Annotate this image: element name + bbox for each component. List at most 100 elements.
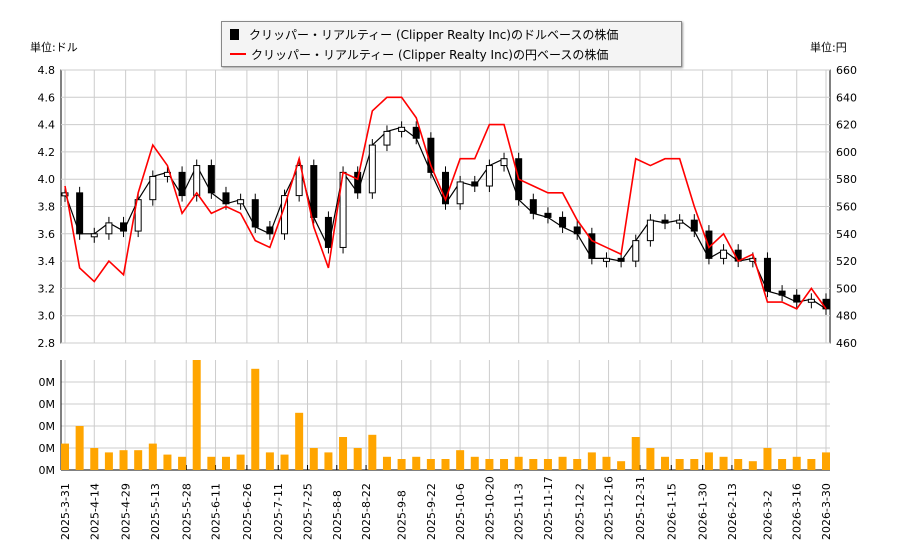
x-tick-label: 2025-6-26 [241,483,254,540]
usd-candle [368,144,376,194]
usd-candle [222,192,230,205]
volume-bar [763,448,772,470]
left-tick-label: 4.4 [38,119,56,132]
volume-bar [104,452,113,470]
usd-candle [193,165,201,197]
volume-bar [412,456,421,470]
volume-bar [704,452,713,470]
right-tick-label: 500 [836,282,857,295]
x-tick-label: 2025-10-20 [483,476,496,540]
right-tick-label: 620 [836,119,857,132]
usd-candle [500,158,508,167]
left-tick-label: 4.6 [38,91,56,104]
right-tick-label: 660 [836,64,857,77]
volume-tick-label: 0M [39,398,56,411]
right-tick-label: 580 [836,173,857,186]
left-tick-label: 4.0 [38,173,56,186]
right-tick-label: 520 [836,255,857,268]
volume-bar [690,459,699,470]
volume-tick-label: 0M [39,442,56,455]
x-tick-label: 2026-1-15 [665,483,678,540]
usd-candle [690,219,698,232]
usd-candle [632,240,640,262]
right-unit-label: 単位:円 [810,41,847,54]
volume-bar [734,459,743,470]
volume-bar [500,459,509,470]
usd-candle [266,226,274,235]
x-tick-label: 2025-5-28 [180,483,193,540]
left-tick-label: 2.8 [38,337,56,350]
volume-bar [543,459,552,470]
x-tick-label: 2025-11-3 [513,483,526,540]
usd-candle [76,192,84,235]
right-tick-label: 600 [836,146,857,159]
volume-bar [61,443,69,470]
x-tick-label: 2025-10-6 [454,483,467,540]
usd-candle [559,216,567,228]
usd-candle [807,298,815,303]
volume-bar [368,434,377,470]
x-tick-label: 2025-5-13 [149,483,162,540]
legend-swatch-red [230,53,246,55]
x-tick-label: 2026-2-13 [726,483,739,540]
usd-candle [793,294,801,303]
volume-bar [236,454,245,470]
volume-bar [265,452,274,470]
usd-candle [310,165,318,218]
left-tick-label: 3.4 [38,255,56,268]
usd-candle [471,181,479,187]
x-tick-label: 2026-1-30 [697,483,710,540]
usd-candle [544,212,552,218]
volume-bar [426,459,435,470]
legend-swatch-black [230,29,239,40]
x-tick-label: 2025-4-14 [88,483,101,540]
usd-candle [778,290,786,296]
usd-candle [237,199,245,205]
usd-candle [617,257,625,262]
usd-candle [90,233,98,238]
usd-candle [442,171,449,205]
volume-bar [353,448,362,470]
right-tick-label: 560 [836,201,857,214]
volume-bar [207,456,216,470]
left-tick-label: 4.2 [38,146,56,159]
volume-bar [602,456,611,470]
left-tick-label: 4.8 [38,64,56,77]
usd-candle [105,222,113,235]
volume-bar [90,448,99,470]
x-tick-label: 2025-8-22 [360,483,373,540]
usd-candle [485,165,493,187]
usd-candle [149,175,157,201]
volume-bar [514,456,523,470]
x-tick-label: 2025-7-11 [272,483,285,540]
x-tick-label: 2025-8-8 [331,490,344,540]
usd-candle [573,226,581,235]
x-tick-label: 2025-4-29 [120,483,133,540]
usd-candle [324,216,332,248]
usd-candle [412,126,420,139]
volume-bar [470,456,479,470]
volume-tick-label: 0M [39,420,56,433]
right-tick-label: 640 [836,91,857,104]
jpy-price-line [64,96,827,310]
usd-candle [661,219,669,224]
x-tick-label: 2025-12-31 [634,476,647,540]
volume-bar [719,456,728,470]
volume-bar [134,450,143,470]
left-tick-label: 3.6 [38,228,56,241]
usd-candle [646,219,654,242]
volume-bar [163,454,172,470]
usd-candle [207,165,215,194]
left-tick-label: 3.0 [38,310,56,323]
left-tick-label: 3.2 [38,282,56,295]
usd-candle [295,165,303,197]
usd-candle [134,199,142,232]
x-tick-label: 2025-11-17 [542,476,555,540]
usd-candle [251,199,259,228]
volume-bar [456,450,465,470]
usd-candle [398,126,406,132]
volume-bar [221,456,230,470]
usd-candle [61,192,69,197]
x-tick-label: 2025-12-2 [573,483,586,540]
usd-candle [720,249,728,259]
